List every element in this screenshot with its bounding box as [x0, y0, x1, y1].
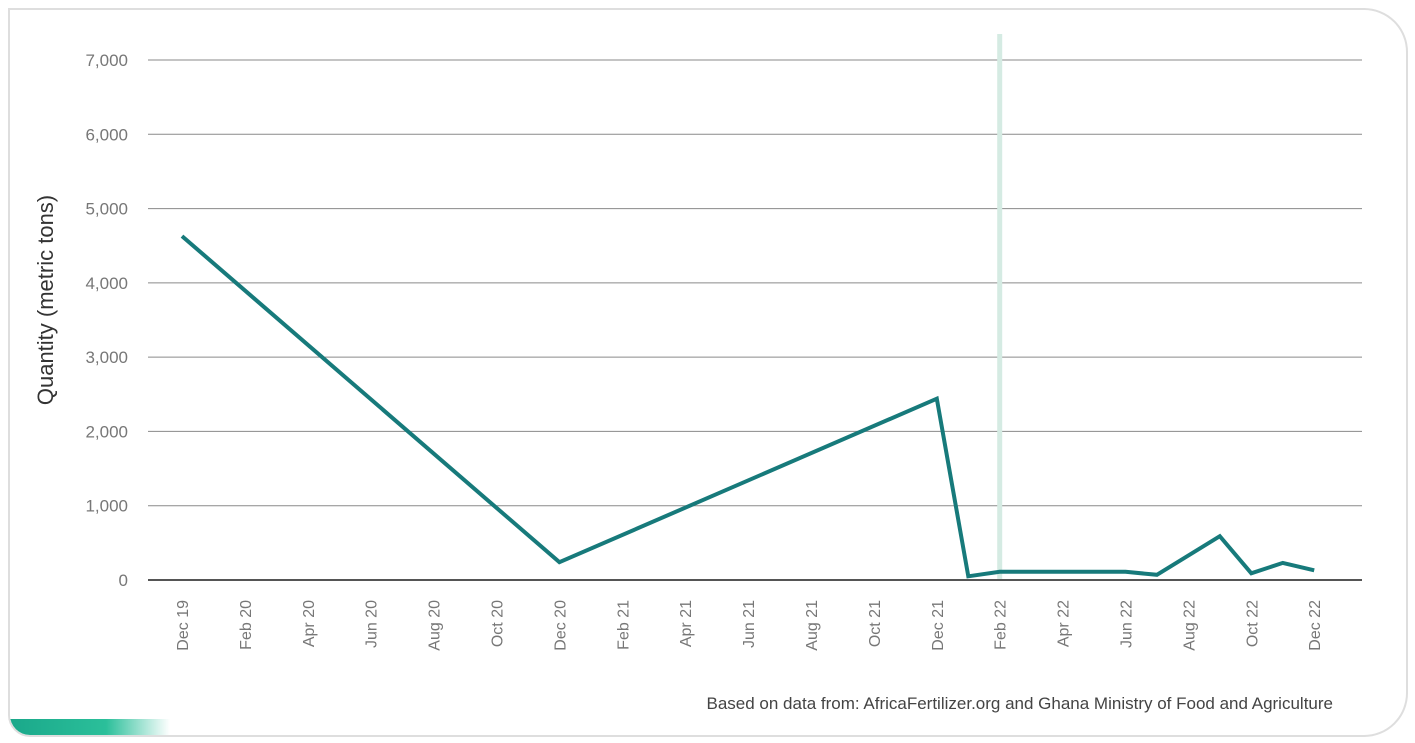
y-tick-label: 1,000 [85, 497, 128, 516]
y-axis-ticks: 0 1,000 2,000 3,000 4,000 5,000 6,000 7,000 [85, 51, 128, 590]
y-axis-label: Quantity (metric tons) [33, 195, 58, 405]
y-tick-label: 3,000 [85, 348, 128, 367]
y-tick-label: 4,000 [85, 274, 128, 293]
x-tick-label: Jun 21 [741, 600, 758, 648]
x-tick-label: Aug 22 [1181, 600, 1198, 651]
series-group [180, 234, 1315, 579]
x-tick-label: Oct 20 [490, 600, 507, 647]
accent-bar [10, 719, 170, 735]
x-tick-label: Oct 22 [1244, 600, 1261, 647]
y-tick-label: 2,000 [85, 422, 128, 441]
y-tick-label: 5,000 [85, 200, 128, 219]
x-tick-label: Jun 22 [1119, 600, 1136, 648]
y-tick-label: 6,000 [85, 125, 128, 144]
x-tick-label: Feb 20 [238, 600, 255, 650]
y-tick-label: 7,000 [85, 51, 128, 70]
x-tick-label: Dec 19 [175, 600, 192, 651]
x-tick-label: Dec 20 [552, 600, 569, 651]
x-tick-label: Apr 22 [1056, 600, 1073, 647]
y-tick-label: 0 [119, 571, 128, 590]
x-tick-label: Aug 20 [427, 600, 444, 651]
x-tick-label: Dec 22 [1307, 600, 1324, 651]
x-axis-ticks: Dec 19 Feb 20 Apr 20 Jun 20 Aug 20 Oct 20 Dec … [175, 600, 1324, 651]
x-tick-label: Apr 20 [301, 600, 318, 647]
x-tick-label: Feb 22 [993, 600, 1010, 650]
x-tick-label: Aug 21 [804, 600, 821, 651]
series-line [180, 234, 1315, 579]
source-note: Based on data from: AfricaFertilizer.org… [707, 694, 1334, 713]
gridlines [148, 59, 1362, 507]
x-tick-label: Dec 21 [930, 600, 947, 651]
x-tick-label: Apr 21 [678, 600, 695, 647]
x-tick-label: Oct 21 [867, 600, 884, 647]
chart-card [8, 8, 1408, 737]
x-tick-label: Feb 21 [615, 600, 632, 650]
x-tick-label: Jun 20 [364, 600, 381, 648]
